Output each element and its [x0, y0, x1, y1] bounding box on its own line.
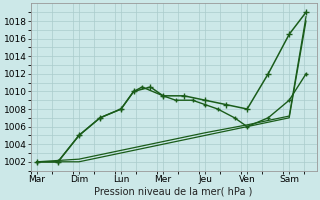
X-axis label: Pression niveau de la mer( hPa ): Pression niveau de la mer( hPa ) [94, 187, 253, 197]
